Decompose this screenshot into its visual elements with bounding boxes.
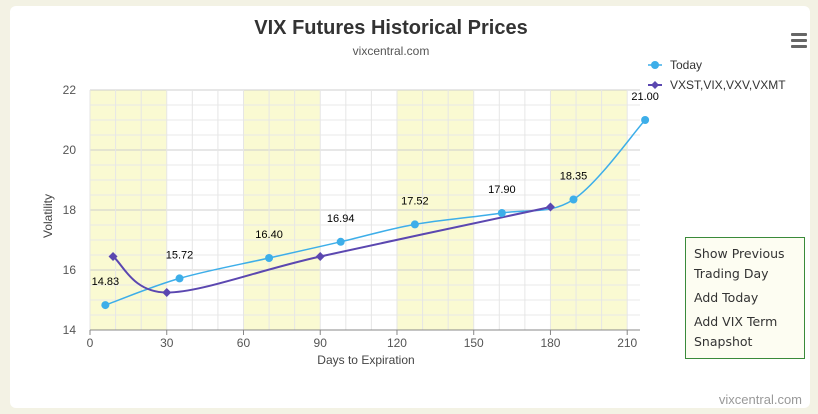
x-tick-label: 120 [387,336,407,350]
point-today[interactable] [336,237,345,246]
menu-item-show-previous-trading-day[interactable]: Show Previous Trading Day [694,246,785,281]
data-label: 16.40 [255,229,283,241]
x-tick-label: 90 [314,336,328,350]
menu-item-add-today[interactable]: Add Today [694,290,759,305]
y-tick-label: 14 [63,323,77,337]
point-today[interactable] [569,195,578,204]
y-tick-label: 18 [63,203,77,217]
data-label: 15.72 [166,249,194,261]
markers [101,116,650,310]
credit-text[interactable]: vixcentral.com [719,392,802,407]
legend[interactable]: Today VXST,VIX,VXV,VXMT [648,58,786,92]
y-tick-label: 22 [63,83,77,97]
data-label: 21.00 [631,91,659,103]
point-term[interactable] [315,252,325,261]
point-today[interactable] [641,116,650,124]
x-tick-label: 30 [160,336,174,350]
point-term[interactable] [545,202,555,212]
x-axis-title: Days to Expiration [317,353,414,367]
x-tick-label: 60 [237,336,251,350]
point-today[interactable] [265,254,274,262]
side-menu: Show Previous Trading Day Add Today Add … [685,237,805,359]
data-label: 17.90 [488,184,516,196]
x-tick-label: 180 [540,336,560,350]
x-tick-label: 210 [617,336,637,350]
chart-card: 0 30 60 90 120 150 180 210 14 16 18 20 22 14.83 15.72… [10,6,810,408]
point-today[interactable] [175,274,184,283]
data-labels: 14.83 15.72 16.40 16.94 17.52 17.90 18.35 21.00 [92,91,659,288]
data-label: 14.83 [92,276,120,288]
chart-title: VIX Futures Historical Prices [254,17,527,39]
series-line-term [112,206,551,294]
point-today[interactable] [101,301,110,310]
legend-today-marker [651,61,659,69]
point-today[interactable] [497,209,506,217]
y-tick-label: 20 [63,143,77,157]
point-today[interactable] [410,220,419,229]
menu-item-add-vix-term-snapshot[interactable]: Add VIX Term Snapshot [694,314,778,349]
data-label: 17.52 [401,195,429,207]
legend-term-label: VXST,VIX,VXV,VXMT [670,78,786,92]
point-term[interactable] [108,252,118,261]
chart: 0 30 60 90 120 150 180 210 14 16 18 20 22 14.83 15.72… [41,17,802,407]
x-tick-label: 0 [87,336,94,350]
legend-item-term[interactable]: VXST,VIX,VXV,VXMT [648,78,786,92]
legend-today-label: Today [670,58,702,72]
data-label: 16.94 [327,213,355,225]
axes: 0 30 60 90 120 150 180 210 14 16 18 20 22 [63,83,640,350]
y-tick-label: 16 [63,263,77,277]
legend-item-today[interactable]: Today [648,58,702,72]
data-label: 18.35 [560,171,588,183]
chart-subtitle: vixcentral.com [353,44,430,58]
hamburger-menu-icon[interactable] [788,30,810,50]
point-term[interactable] [162,288,172,297]
x-tick-label: 150 [464,336,484,350]
legend-term-marker [651,81,659,89]
y-axis-title: Volatility [41,194,55,238]
